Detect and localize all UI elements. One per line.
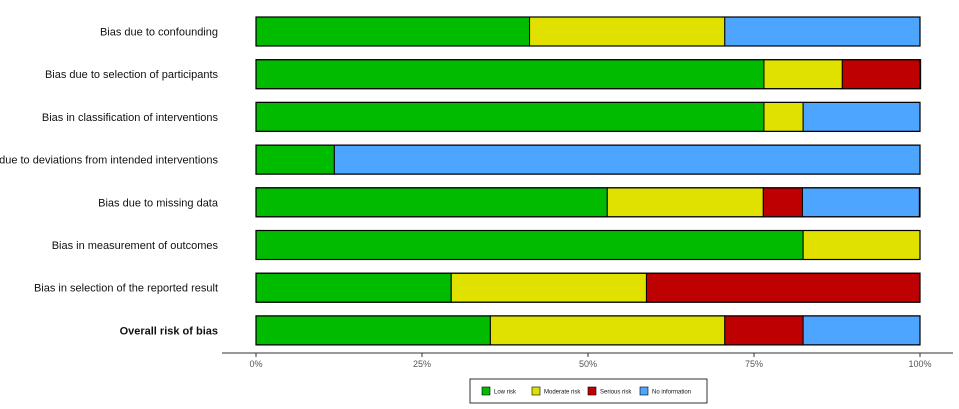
category-label: Bias due to confounding (100, 27, 218, 39)
bar-row-overall-risk-of-bias (255, 315, 921, 346)
bar-row-bias-in-measurement-of-outcomes (255, 229, 921, 261)
bar-segment-serious-risk (841, 59, 922, 90)
x-tick-label: 0% (249, 359, 262, 369)
category-label: Bias due to deviations from intended int… (0, 155, 218, 167)
bar-segment-low-risk (255, 101, 765, 132)
legend-item-no-information: No information (639, 386, 691, 396)
bar-outline (255, 16, 921, 47)
bar-segment-no-information (802, 101, 921, 132)
x-tick-label: 50% (579, 359, 597, 369)
x-tick-label: 100% (908, 359, 931, 369)
bar-segment-low-risk (255, 59, 765, 90)
bar-outline (255, 229, 921, 261)
legend-label: Serious risk (600, 390, 632, 396)
bar-segment-low-risk (255, 230, 804, 260)
bar-segment-moderate-risk (763, 101, 804, 132)
bar-row-bias-in-classification-of-interventions (255, 101, 921, 133)
bar-segment-no-information (802, 315, 921, 346)
x-tick-label: 75% (745, 359, 763, 369)
bar-segment-low-risk (255, 272, 452, 303)
bar-row-bias-due-to-deviations-from-intended-interventions (255, 144, 921, 175)
bar-segment-moderate-risk (763, 59, 843, 90)
bar-segment-moderate-risk (529, 16, 726, 47)
bar-segment-moderate-risk (489, 315, 726, 346)
bar-outline (255, 315, 921, 346)
bar-segment-low-risk (255, 187, 608, 218)
bar-segment-serious-risk (724, 315, 804, 346)
bar-segment-low-risk (255, 144, 335, 175)
category-label: Overall risk of bias (120, 325, 218, 337)
bar-segment-moderate-risk (802, 230, 921, 260)
category-label: Bias in selection of the reported result (34, 283, 218, 295)
category-label: Bias due to selection of participants (45, 69, 219, 81)
bar-segment-serious-risk (762, 187, 803, 218)
bar-segment-serious-risk (645, 272, 921, 303)
bar-outline (255, 101, 921, 133)
legend-label: Moderate risk (544, 390, 581, 396)
bar-segment-low-risk (255, 315, 491, 346)
legend-swatch (481, 386, 491, 396)
legend-label: No information (652, 390, 691, 396)
bars-layer (255, 16, 922, 346)
legend-item-low-risk: Low risk (481, 386, 517, 396)
bar-outline (255, 187, 921, 218)
category-label: Bias due to missing data (98, 197, 219, 209)
bar-outline (255, 59, 921, 90)
bar-segment-moderate-risk (450, 272, 647, 303)
legend-swatch (639, 386, 649, 396)
legend-swatch (587, 386, 597, 396)
bar-row-bias-due-to-confounding (255, 16, 921, 47)
bar-segment-no-information (724, 16, 921, 47)
bar-row-bias-due-to-selection-of-participants (255, 59, 922, 90)
bar-segment-low-risk (255, 16, 531, 47)
legend-label: Low risk (494, 390, 517, 396)
category-label: Bias in measurement of outcomes (52, 240, 219, 252)
category-label: Bias in classification of interventions (42, 112, 219, 124)
bar-outline (255, 272, 921, 303)
legend-item-serious-risk: Serious risk (587, 386, 632, 396)
x-tick-label: 25% (413, 359, 431, 369)
bar-segment-moderate-risk (606, 187, 764, 218)
bar-segment-no-information (801, 187, 920, 218)
legend-swatch (531, 386, 541, 396)
category-labels: Bias due to confounding Bias due to selec… (0, 27, 219, 338)
bar-segment-no-information (333, 144, 921, 175)
legend: Low risk Moderate risk Serious risk No info… (469, 378, 708, 404)
bar-row-bias-due-to-missing-data (255, 187, 921, 218)
legend-item-moderate-risk: Moderate risk (531, 386, 581, 396)
bar-row-bias-in-selection-of-the-reported-result (255, 272, 921, 303)
bar-outline (255, 144, 921, 175)
x-axis: 0% 25% 50% 75% 100% (222, 352, 953, 369)
